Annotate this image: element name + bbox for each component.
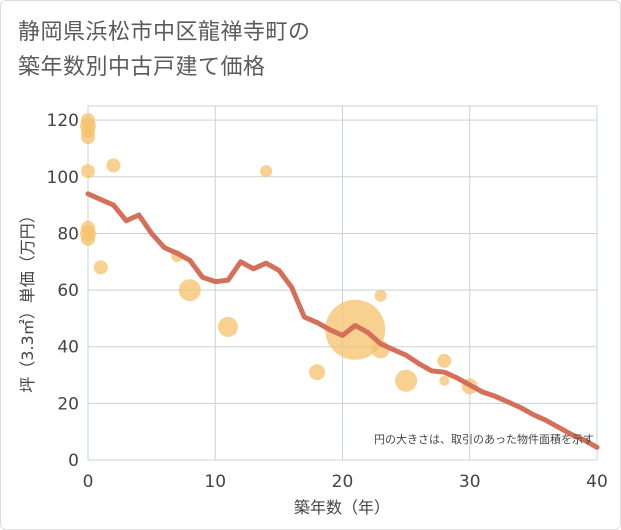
bubble-point bbox=[93, 260, 108, 275]
chart-title: 静岡県浜松市中区龍禅寺町の 築年数別中古戸建て価格 bbox=[18, 15, 311, 85]
bubble-point bbox=[178, 279, 201, 302]
y-tick-label: 80 bbox=[57, 224, 79, 244]
bubble-point bbox=[325, 299, 386, 360]
bubble-point bbox=[309, 364, 326, 381]
trend-line bbox=[85, 191, 600, 450]
y-tick-label: 20 bbox=[57, 394, 79, 414]
x-tick-label: 20 bbox=[332, 472, 354, 492]
bubble-point bbox=[81, 164, 95, 179]
y-tick-label: 100 bbox=[47, 168, 79, 188]
x-tick-label: 0 bbox=[83, 472, 94, 492]
x-axis-title: 築年数（年） bbox=[294, 498, 390, 517]
y-tick-label: 120 bbox=[47, 111, 79, 131]
x-tick-label: 10 bbox=[204, 472, 226, 492]
bubble-point bbox=[106, 158, 121, 173]
y-tick-label: 60 bbox=[57, 281, 79, 301]
bubble-point bbox=[81, 232, 95, 247]
x-tick-labels: 0 10 20 30 40 bbox=[83, 472, 608, 492]
plot-area-border bbox=[87, 105, 598, 461]
chart-title-line-1: 静岡県浜松市中区龍禅寺町の bbox=[18, 20, 311, 45]
y-tick-label: 0 bbox=[68, 451, 79, 471]
legend-note: 円の大きさは、取引のあった物件面積を示す bbox=[374, 432, 594, 446]
bubble-point bbox=[81, 130, 95, 145]
x-tick-label: 30 bbox=[459, 472, 481, 492]
bubble-point bbox=[395, 369, 418, 392]
bubble-point bbox=[260, 165, 273, 178]
y-axis-title: 坪（3.3㎡）単価（万円） bbox=[18, 207, 37, 392]
y-tick-label: 40 bbox=[57, 338, 79, 358]
bubble-layer bbox=[80, 113, 478, 395]
bubble-point bbox=[217, 316, 238, 337]
bubble-point bbox=[374, 289, 387, 302]
chart-title-line-2: 築年数別中古戸建て価格 bbox=[18, 55, 266, 80]
bubble-point bbox=[439, 375, 450, 386]
x-tick-label: 40 bbox=[586, 472, 608, 492]
bubble-point bbox=[437, 353, 452, 368]
y-tick-labels: 0 20 40 60 80 100 120 bbox=[47, 111, 79, 471]
